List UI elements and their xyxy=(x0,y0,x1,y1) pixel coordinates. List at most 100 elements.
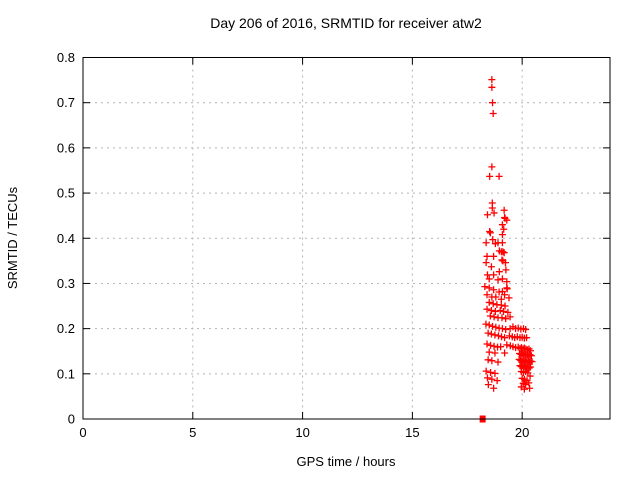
data-point-plus xyxy=(491,307,499,315)
data-point-plus xyxy=(500,249,508,257)
data-point-plus xyxy=(490,252,498,260)
data-point-plus xyxy=(486,172,494,180)
data-point-plus xyxy=(527,363,535,371)
y-tick-label: 0.3 xyxy=(57,276,75,291)
data-point-plus xyxy=(502,266,510,274)
y-tick-label: 0.6 xyxy=(57,140,75,155)
data-point-plus xyxy=(502,326,510,334)
data-point-plus xyxy=(487,341,495,349)
data-point-plus xyxy=(498,275,506,283)
y-tick-label: 0.7 xyxy=(57,95,75,110)
x-tick-label: 15 xyxy=(405,425,419,440)
data-point-plus xyxy=(481,283,489,291)
data-point-plus xyxy=(504,308,512,316)
data-point-plus xyxy=(497,343,505,351)
data-point-plus xyxy=(501,259,509,267)
y-tick-label: 0.8 xyxy=(57,50,75,65)
data-point-plus xyxy=(500,307,508,315)
data-point-plus xyxy=(487,330,495,338)
data-point-plus xyxy=(498,314,506,322)
data-point-plus xyxy=(506,313,514,321)
data-point-plus xyxy=(488,204,496,212)
data-point-plus xyxy=(501,334,509,342)
data-point-plus xyxy=(490,384,498,392)
data-point-plus xyxy=(490,209,498,217)
data-point-plus xyxy=(503,341,511,349)
data-point-plus xyxy=(490,286,498,294)
data-point-plus xyxy=(491,349,499,357)
data-point-plus xyxy=(487,263,495,271)
data-point-plus xyxy=(485,348,493,356)
data-point-plus xyxy=(528,358,536,366)
data-point-plus xyxy=(490,342,498,350)
y-tick-label: 0.5 xyxy=(57,186,75,201)
data-point-plus xyxy=(489,300,497,308)
data-point-plus xyxy=(489,322,497,330)
x-axis-label: GPS time / hours xyxy=(297,454,396,469)
data-point-plus xyxy=(483,374,491,382)
data-point-plus xyxy=(486,227,494,235)
data-point-plus xyxy=(484,329,492,337)
x-tick-label: 5 xyxy=(189,425,196,440)
data-point-plus xyxy=(499,248,507,256)
data-point-plus xyxy=(495,268,503,276)
data-point-plus xyxy=(487,307,495,315)
data-point-plus xyxy=(522,326,530,334)
data-point-plus xyxy=(482,367,490,375)
data-point-plus xyxy=(492,323,500,331)
data-point-plus xyxy=(485,284,493,292)
data-point-plus xyxy=(486,229,494,237)
plot-border xyxy=(82,57,611,420)
data-point-plus xyxy=(526,372,534,380)
data-point-plus xyxy=(497,301,505,309)
y-tick-label: 0.1 xyxy=(57,366,75,381)
data-point-plus xyxy=(489,236,497,244)
data-point-plus xyxy=(484,381,492,389)
data-point-plus xyxy=(489,110,497,118)
data-point-plus xyxy=(498,256,506,264)
data-point-plus xyxy=(482,320,490,328)
data-point-plus xyxy=(482,239,490,247)
data-layer xyxy=(479,76,536,423)
data-point-plus xyxy=(488,163,496,171)
data-point-plus xyxy=(491,240,499,248)
data-point-plus xyxy=(495,172,503,180)
data-point-plus xyxy=(498,231,506,239)
data-point-plus xyxy=(483,305,491,313)
data-point-plus xyxy=(494,276,502,284)
data-point-plus xyxy=(500,225,508,233)
data-point-plus xyxy=(482,259,490,267)
data-point-plus xyxy=(489,99,497,107)
y-tick-label: 0.4 xyxy=(57,231,75,246)
data-point-plus xyxy=(486,312,494,320)
data-point-plus xyxy=(490,313,498,321)
data-point-plus xyxy=(520,385,528,393)
data-point-plus xyxy=(502,315,510,323)
data-point-plus xyxy=(492,293,500,301)
data-point-plus xyxy=(503,278,511,286)
data-point-plus xyxy=(503,285,511,293)
data-point-plus xyxy=(494,358,502,366)
data-point-plus xyxy=(483,291,491,299)
data-point-plus xyxy=(485,321,493,329)
data-point-plus xyxy=(498,221,506,229)
x-tick-label: 0 xyxy=(79,425,86,440)
data-point-plus xyxy=(484,356,492,364)
data-point-plus xyxy=(483,271,491,279)
data-point-plus xyxy=(501,302,509,310)
data-point-plus xyxy=(485,275,493,283)
y-tick-label: 0 xyxy=(68,412,75,427)
data-point-plus xyxy=(488,375,496,383)
data-point-plus xyxy=(496,307,504,315)
data-point-plus xyxy=(505,294,513,302)
y-axis-label: SRMTID / TECUs xyxy=(5,186,20,289)
data-point-plus xyxy=(526,351,534,359)
data-point-plus xyxy=(494,332,502,340)
x-tick-label: 10 xyxy=(295,425,309,440)
data-point-plus xyxy=(488,357,496,365)
data-point-plus xyxy=(491,369,499,377)
data-point-plus xyxy=(525,364,533,372)
data-point-plus xyxy=(526,384,534,392)
